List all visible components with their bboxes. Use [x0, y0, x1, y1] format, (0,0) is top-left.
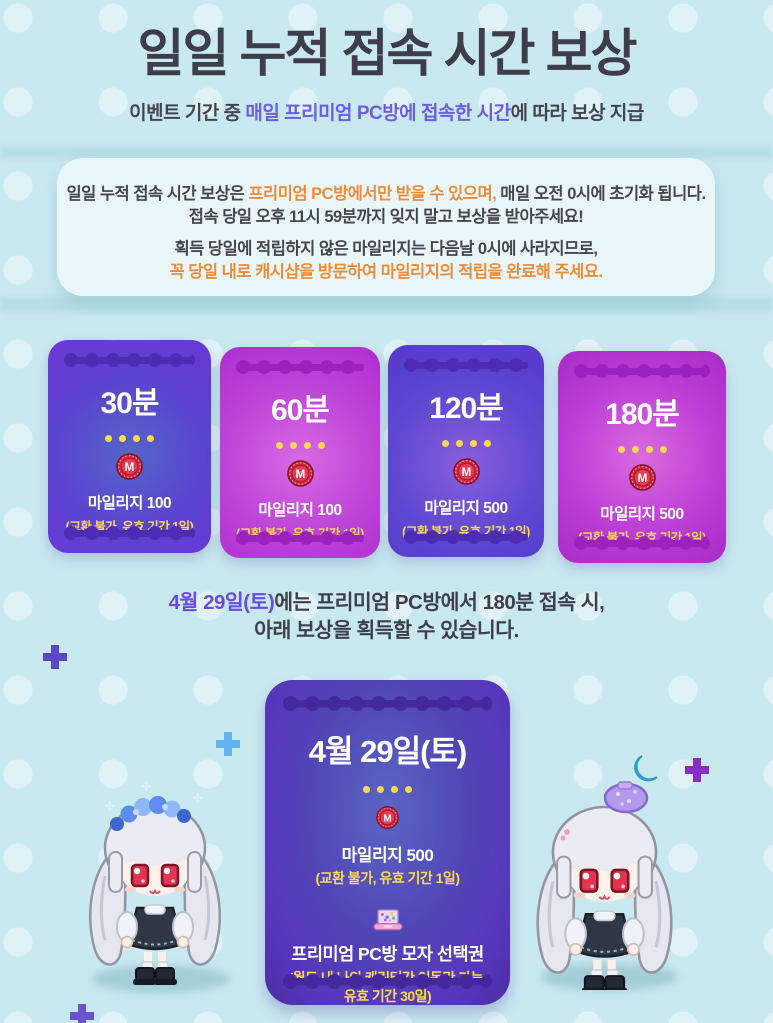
special-card-date: 4월 29일(토) — [308, 734, 468, 769]
hat-selection-box-icon — [367, 908, 409, 932]
reward-card-60min: 60분 마일리지 100 (교환 불가, 유효 기간 1일) — [220, 347, 380, 558]
reward-card-120min: 120분 마일리지 500 (교환 불가, 유효 기간 1일) — [388, 345, 544, 557]
pixel-plus-decoration — [685, 758, 709, 782]
card-dot-strip — [64, 353, 195, 367]
flower-crown — [105, 781, 203, 831]
page-subtitle: 이벤트 기간 중 매일 프리미엄 PC방에 접속한 시간에 따라 보상 지급 — [0, 98, 773, 125]
info-box: 일일 누적 접속 시간 보상은 프리미엄 PC방에서만 받을 수 있으며, 매일… — [57, 158, 715, 296]
info-line-1: 일일 누적 접속 시간 보상은 프리미엄 PC방에서만 받을 수 있으며, 매일… — [66, 185, 706, 203]
bullet-dots — [272, 441, 328, 449]
card-dot-strip — [283, 696, 492, 711]
pixel-character-left — [75, 781, 235, 993]
info-line-2: 접속 당일 오후 11시 59분까지 잊지 말고 보상을 받아주세요! — [188, 208, 584, 226]
reward-card-30min: 30분 마일리지 100 (교환 불가, 유효 기간 1일) — [48, 340, 211, 553]
reward-card-180min: 180분 마일리지 500 (교환 불가, 유효 기간 1일) — [558, 351, 726, 563]
card-reward-label: 마일리지 500 — [424, 500, 508, 517]
mileage-coin-icon — [116, 453, 143, 480]
info-line-1-highlight: 프리미엄 PC방에서만 받을 수 있으며, — [248, 185, 497, 203]
card-reward-label: 마일리지 100 — [258, 502, 342, 519]
special-reward-1: 마일리지 500 — [341, 846, 434, 866]
subtitle-post: 에 따라 보상 지급 — [510, 103, 645, 124]
card-dot-strip — [404, 358, 528, 372]
card-time-label: 180분 — [605, 398, 680, 431]
bullet-dots — [102, 434, 158, 442]
pixel-character-right — [522, 755, 687, 990]
card-dot-strip — [236, 360, 364, 374]
card-reward-label: 마일리지 100 — [87, 495, 172, 512]
special-date-notice: 4월 29일(토)에는 프리미엄 PC방에서 180분 접속 시, 아래 보상을… — [0, 589, 773, 645]
card-dot-strip — [404, 530, 528, 544]
info-line-3: 획득 당일에 적립하지 않은 마일리지는 다음날 0시에 사라지므로, — [174, 240, 598, 258]
subtitle-highlight: 매일 프리미엄 PC방에 접속한 시간 — [245, 103, 511, 124]
pixel-plus-decoration — [216, 732, 240, 756]
card-dot-strip — [574, 364, 710, 378]
bullet-dots — [438, 439, 494, 447]
watercolor-band — [0, 297, 773, 312]
card-time-label: 60분 — [271, 394, 330, 427]
mileage-coin-icon — [287, 460, 314, 487]
bullet-dots — [360, 785, 416, 793]
card-dot-strip — [283, 974, 492, 989]
subtitle-pre: 이벤트 기간 중 — [129, 103, 246, 124]
card-dot-strip — [236, 531, 364, 545]
card-dot-strip — [64, 526, 195, 540]
mileage-coin-icon — [629, 464, 656, 491]
card-dot-strip — [574, 536, 710, 550]
special-reward-card: 4월 29일(토) 마일리지 500 (교환 불가, 유효 기간 1일) 프리미… — [265, 680, 510, 1005]
info-line-4: 꼭 당일 내로 캐시샵을 방문하여 마일리지의 적립을 완료해 주세요. — [169, 263, 603, 281]
card-time-label: 120분 — [429, 392, 504, 425]
card-reward-label: 마일리지 500 — [600, 506, 684, 523]
mileage-coin-icon — [373, 806, 402, 829]
special-reward-1-note: (교환 불가, 유효 기간 1일) — [315, 870, 460, 887]
page-title: 일일 누적 접속 시간 보상 — [137, 25, 638, 82]
watercolor-band — [0, 147, 773, 158]
notice-line-2: 아래 보상을 획득할 수 있습니다. — [254, 619, 519, 642]
pixel-plus-decoration — [70, 1004, 94, 1023]
pixel-plus-decoration — [43, 645, 67, 669]
notice-date-highlight: 4월 29일(토) — [168, 591, 275, 614]
special-reward-2: 프리미엄 PC방 모자 선택권 — [291, 944, 484, 964]
moon-beret — [560, 755, 658, 841]
card-time-label: 30분 — [100, 387, 160, 420]
notice-line-1: 4월 29일(토)에는 프리미엄 PC방에서 180분 접속 시, — [168, 591, 605, 614]
mileage-coin-icon — [453, 458, 480, 485]
bullet-dots — [614, 445, 670, 453]
